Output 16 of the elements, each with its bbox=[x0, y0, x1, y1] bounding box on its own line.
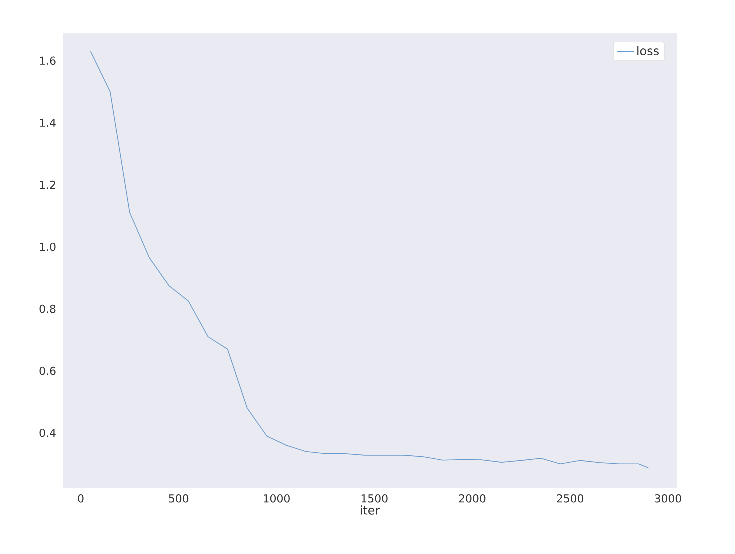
y-tick-label: 0.8 bbox=[40, 304, 56, 314]
x-tick-label: 2500 bbox=[557, 494, 584, 503]
y-tick-label: 0.6 bbox=[40, 366, 56, 376]
x-tick-label: 1500 bbox=[362, 494, 388, 503]
y-tick-label: 1.2 bbox=[40, 180, 56, 190]
y-tick-label: 1.0 bbox=[40, 242, 56, 252]
y-tick-label: 1.6 bbox=[40, 56, 56, 66]
x-tick-label: 3000 bbox=[655, 494, 682, 503]
x-tick-label: 0 bbox=[78, 494, 84, 503]
y-tick-label: 1.4 bbox=[40, 118, 56, 127]
x-tick-label: 1000 bbox=[264, 494, 290, 503]
y-tick-label: 0.4 bbox=[40, 428, 56, 438]
x-tick-label: 2000 bbox=[459, 494, 486, 503]
legend-label: loss bbox=[638, 46, 659, 56]
x-axis-title: iter bbox=[360, 506, 380, 515]
x-tick-label: 500 bbox=[169, 494, 189, 503]
